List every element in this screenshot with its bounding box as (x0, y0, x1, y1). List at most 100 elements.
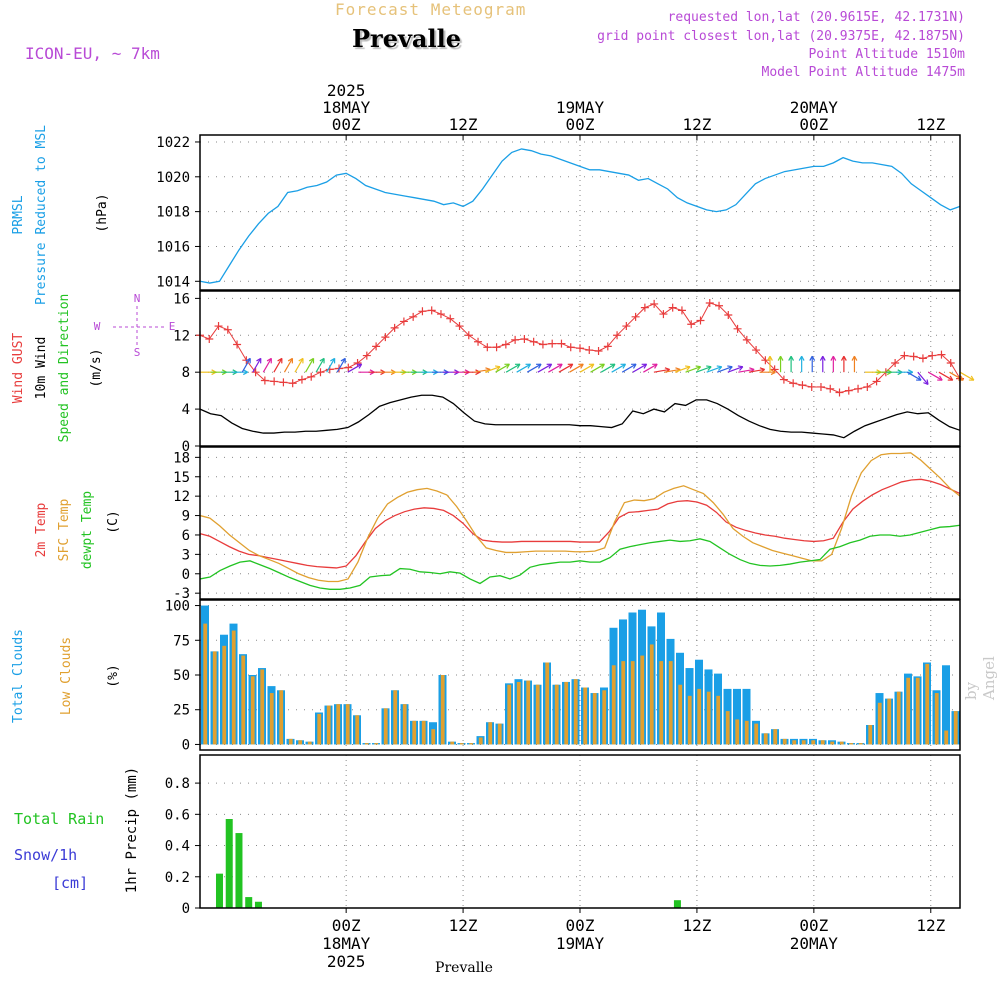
gust-marker (214, 322, 223, 331)
wind-direction-arrow (706, 366, 722, 373)
low-cloud-bar (678, 684, 683, 745)
wind-arrow-head (727, 365, 733, 371)
low-cloud-bar (744, 720, 749, 745)
gust-marker (372, 342, 381, 351)
gust-marker (205, 334, 214, 343)
low-clouds-label: Low Clouds (59, 637, 74, 715)
wind-arrow-head (937, 375, 943, 381)
pressure-label-prmsl: PRMSL (11, 195, 26, 234)
low-cloud-bar (754, 723, 759, 745)
rain-bar (235, 833, 243, 908)
y-tick-label: 4 (182, 402, 190, 418)
gust-marker (474, 337, 483, 346)
wind-direction-arrow (241, 358, 251, 373)
gust-marker (576, 344, 584, 353)
low-cloud-bar (516, 681, 521, 745)
gust-marker (260, 376, 269, 385)
wind-arrow-head (525, 363, 532, 369)
wind-arrow-head (737, 365, 744, 371)
low-cloud-bar (573, 679, 578, 745)
low-cloud-bar (877, 702, 882, 745)
top-axis-label: 19MAY (556, 98, 605, 117)
gust-marker (529, 337, 538, 346)
wind-arrow-head (546, 363, 553, 369)
low-cloud-bar (592, 693, 597, 745)
top-axis-label: 18MAY (322, 98, 371, 117)
panel-frame (199, 599, 961, 751)
low-cloud-bar (773, 729, 778, 745)
wind-direction-arrow (906, 371, 922, 381)
low-cloud-bar (868, 725, 873, 745)
y-tick-label: 12 (173, 489, 190, 505)
low-cloud-bar (307, 741, 312, 745)
gust-marker (390, 323, 399, 332)
wind-direction-arrow (569, 363, 584, 373)
low-cloud-bar (896, 691, 901, 745)
gust-marker (622, 322, 631, 331)
rain-bar (245, 897, 253, 908)
gust-marker (807, 382, 816, 391)
top-axis-label: 12Z (916, 115, 945, 134)
gust-marker (928, 351, 937, 360)
wind-direction-arrow (727, 366, 744, 373)
wind-arrow-head (340, 357, 346, 364)
wind-arrow-head (319, 357, 325, 364)
wind-arrow-head (916, 375, 922, 381)
y-tick-label: -3 (173, 586, 190, 602)
low-cloud-bar (915, 677, 920, 745)
y-tick-label: 9 (182, 509, 190, 525)
wind-arrow-head (287, 357, 294, 364)
wind-direction-arrow (717, 366, 733, 373)
low-cloud-bar (934, 693, 939, 745)
gust-marker (307, 372, 316, 381)
wind-arrow-head (968, 375, 975, 381)
rain-bar (215, 873, 223, 908)
low-cloud-bar (212, 651, 217, 745)
gust-marker (344, 363, 353, 372)
compass-s: S (134, 346, 141, 359)
total-cloud-bar (742, 688, 751, 745)
wind-arrow-head (947, 375, 954, 381)
wind-arrow-head (798, 355, 805, 361)
y-tick-label: 1016 (156, 239, 190, 255)
low-cloud-bar (706, 691, 711, 745)
grid-point-coordinates: grid point closest lon,lat (20.9375E, 42… (597, 29, 965, 44)
wind-arrow-head (588, 363, 595, 369)
wind-arrow-head (641, 363, 648, 369)
gust-marker (826, 384, 835, 393)
gust-marker (677, 306, 686, 315)
wind-arrow-head (514, 363, 521, 369)
gust-marker (937, 350, 946, 359)
gust-marker (816, 382, 825, 391)
low-cloud-bar (421, 720, 426, 745)
y-tick-label: 75 (173, 633, 190, 649)
gust-marker (835, 388, 844, 397)
wind-direction-arrow (643, 363, 658, 373)
total-clouds-label: Total Clouds (11, 629, 26, 723)
low-cloud-bar (231, 630, 236, 745)
low-cloud-bar (345, 704, 350, 745)
low-cloud-bar (611, 665, 616, 745)
y-tick-label: 6 (182, 528, 190, 544)
low-cloud-bar (583, 687, 588, 745)
wind-direction-arrow (516, 363, 531, 373)
gust-marker (946, 358, 955, 367)
gust-marker (501, 340, 510, 349)
gust-marker (557, 339, 566, 348)
rain-bar (254, 901, 262, 908)
wind-arrow-head (830, 355, 837, 361)
wind-direction-arrow (590, 363, 605, 373)
wind-direction-arrow (273, 358, 283, 373)
low-cloud-bar (564, 681, 569, 745)
wind-direction-arrow (685, 366, 701, 373)
wind-arrow-head (330, 357, 336, 364)
low-cloud-bar (944, 730, 949, 745)
dewpt-line (199, 524, 961, 590)
gust-marker (687, 320, 696, 329)
gust-marker (483, 343, 492, 352)
gust-marker (724, 310, 733, 319)
low-cloud-bar (355, 715, 360, 745)
wind-direction-arrow (653, 368, 670, 373)
temp-2m-label: 2m Temp (34, 502, 49, 557)
